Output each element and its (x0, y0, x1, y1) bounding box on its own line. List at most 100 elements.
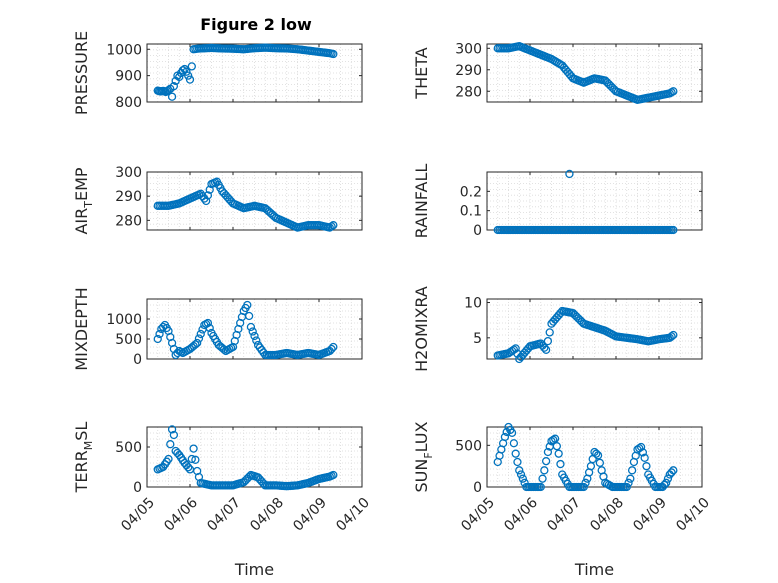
series-markers (153, 43, 338, 101)
data-point (500, 432, 510, 442)
x-tick-label: 04/10 (673, 495, 713, 535)
y-tick-label: 0 (133, 352, 142, 368)
data-point (205, 323, 214, 333)
x-tick-label: 04/10 (333, 495, 373, 535)
data-point (595, 458, 605, 467)
panel-pressure: 800 900 1000 PRESSURE (72, 31, 363, 115)
y-tick-label: 300 (455, 41, 482, 57)
data-point (663, 474, 673, 483)
data-point (509, 439, 519, 448)
data-point (516, 470, 526, 479)
axes-box (486, 43, 703, 103)
data-point (669, 87, 678, 96)
data-point (636, 442, 646, 452)
data-point (507, 428, 517, 437)
data-point (178, 66, 187, 75)
x-tick-label: 04/07 (544, 495, 584, 535)
data-point (592, 449, 601, 458)
panel-terr-msl: 0 500 04/05 04/06 04/07 04/08 04/09 04/10 Time TE… (72, 422, 373, 579)
y-tick-label: 1000 (106, 42, 142, 58)
data-point (184, 463, 193, 472)
data-point (624, 478, 633, 487)
data-point (669, 330, 678, 340)
data-point (189, 444, 198, 453)
y-tick-label: 500 (455, 438, 482, 454)
data-point (667, 468, 676, 477)
data-point (638, 448, 648, 457)
data-point (515, 466, 524, 475)
x-tick-label: 04/09 (290, 495, 330, 535)
plot-area (487, 172, 702, 230)
y-tick-label: 0 (133, 480, 142, 496)
data-point (169, 82, 179, 91)
data-point (155, 329, 164, 339)
y-axis-label: SUNFLUX (412, 421, 435, 492)
axes-box (146, 43, 363, 103)
axes-box (146, 171, 363, 231)
data-point (626, 474, 635, 483)
y-axis-label: H2OMIXRA (412, 286, 431, 372)
y-axis-label: AIRTEMP (72, 167, 95, 234)
data-point (193, 338, 202, 348)
y-tick-label: 300 (115, 165, 142, 181)
panel-theta: 280 290 300 THETA (412, 41, 703, 105)
data-point (248, 327, 257, 336)
data-point (511, 344, 520, 353)
data-point (187, 62, 196, 71)
y-tick-label: 290 (455, 63, 482, 79)
data-point (329, 342, 338, 352)
y-tick-label: 290 (115, 189, 142, 205)
data-point (194, 334, 204, 343)
data-point (549, 435, 558, 445)
y-tick-label: 0 (473, 223, 482, 239)
data-point (329, 49, 338, 59)
data-point (167, 425, 177, 434)
data-point (166, 440, 175, 449)
y-tick-label: 900 (115, 69, 142, 85)
y-tick-label: 280 (455, 84, 482, 100)
data-point (543, 447, 553, 457)
data-point (196, 329, 205, 339)
data-point (185, 75, 195, 84)
x-tick-label: 04/05 (118, 495, 158, 535)
series-markers (153, 300, 338, 360)
data-point (556, 459, 565, 469)
y-axis-label: RAINFALL (412, 164, 431, 239)
data-point (669, 225, 678, 235)
data-point (246, 322, 256, 332)
data-point (541, 457, 551, 466)
y-axis-label: THETA (412, 47, 431, 99)
data-point (191, 340, 200, 349)
data-point (252, 336, 261, 345)
data-point (169, 430, 179, 440)
data-point (329, 470, 338, 480)
data-point (565, 169, 574, 179)
series-markers (153, 177, 338, 232)
x-tick-label: 04/05 (458, 495, 498, 535)
y-axis-label: PRESSURE (72, 31, 91, 115)
data-point (538, 474, 547, 483)
panel-h2omixra: 5 10 H2OMIXRA (412, 286, 703, 372)
data-point (627, 466, 637, 475)
x-tick-label: 04/08 (587, 495, 627, 535)
data-point (327, 344, 336, 354)
y-axis-label: MIXDEPTH (72, 287, 91, 370)
data-point (540, 343, 549, 352)
data-point (244, 311, 254, 321)
y-tick-label: 0.1 (460, 204, 482, 220)
panel-sun-flux: 0 500 04/05 04/06 04/07 04/08 04/09 04/10 Time SU… (412, 421, 713, 579)
axes-box (486, 298, 703, 360)
x-axis-label: Time (574, 560, 614, 579)
panel-mixdepth: 0 500 1000 MIXDEPTH (72, 287, 363, 371)
data-point (660, 480, 669, 490)
data-point (327, 222, 336, 231)
data-point (203, 318, 213, 328)
data-point (205, 185, 214, 194)
y-tick-label: 500 (115, 332, 142, 348)
data-point (329, 221, 338, 230)
y-tick-label: 10 (464, 296, 482, 312)
y-tick-label: 500 (115, 440, 142, 456)
data-point (552, 442, 562, 451)
axes-box (146, 426, 363, 488)
